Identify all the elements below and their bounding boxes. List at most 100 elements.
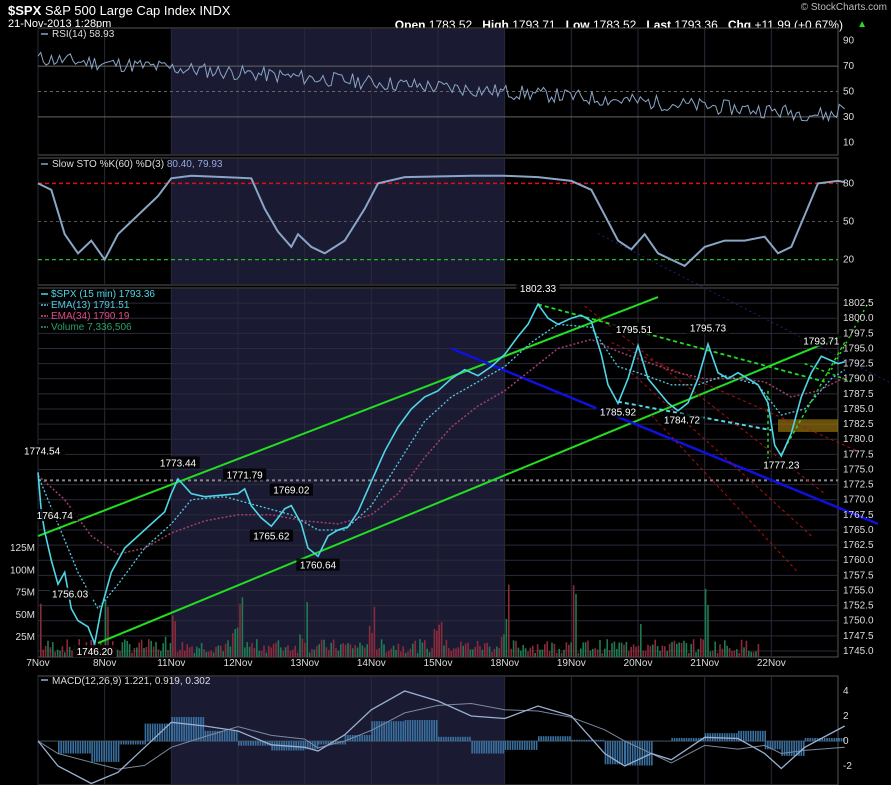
volume-bar: [397, 643, 400, 657]
volume-bar: [378, 648, 380, 657]
volume-bar: [71, 650, 73, 657]
volume-bar: [491, 652, 493, 657]
volume-bar: [143, 647, 145, 657]
volume-bar: [176, 652, 179, 657]
macd-hist-bar: [93, 741, 96, 762]
macd-hist-bar: [514, 741, 516, 750]
macd-hist-bar: [190, 717, 193, 742]
volume-bar: [409, 648, 412, 657]
volume-bar: [637, 645, 640, 657]
macd-hist-bar: [833, 738, 836, 742]
macd-hist-bar: [214, 730, 216, 742]
macd-hist-bar: [535, 741, 538, 750]
price-annotation: 1760.64: [300, 561, 337, 572]
price-annotation: 1774.54: [24, 446, 61, 457]
volume-bar: [702, 639, 704, 657]
macd-hist-bar: [431, 720, 433, 742]
macd-hist-bar: [469, 736, 471, 742]
macd-hist-bar: [50, 741, 52, 742]
annotation-bg: [34, 509, 78, 522]
x-tick-label: 14Nov: [357, 658, 386, 669]
macd-hist-bar: [117, 741, 120, 762]
macd-hist-bar: [759, 730, 762, 742]
volume-bar: [263, 645, 265, 657]
macd-hist-bar: [631, 741, 634, 766]
macd-hist-bar: [378, 721, 381, 742]
macd-hist-bar: [235, 730, 238, 742]
volume-bar: [251, 642, 253, 657]
macd-hist-bar: [161, 723, 164, 742]
macd-hist-bar: [728, 733, 731, 742]
x-tick-label: 11Nov: [157, 658, 185, 669]
volume-tick-label: 100M: [10, 565, 35, 576]
volume-bar: [596, 649, 599, 657]
price-annotation: 1795.73: [690, 324, 727, 335]
macd-hist-bar: [671, 738, 673, 742]
up-triangle-icon: ▲: [857, 19, 867, 30]
macd-hist-bar: [416, 720, 419, 742]
macd-hist-bar: [745, 730, 747, 742]
macd-hist-bar: [507, 741, 509, 750]
volume-bar: [700, 638, 702, 657]
volume-bar: [282, 650, 284, 657]
macd-hist-bar: [795, 741, 798, 756]
volume-bar: [325, 647, 328, 657]
volume-bar: [508, 584, 510, 657]
macd-hist-bar: [397, 721, 400, 742]
macd-hist-bar: [419, 720, 421, 742]
macd-hist-bar: [433, 720, 436, 742]
volume-bar: [414, 640, 416, 657]
macd-hist-bar: [342, 741, 344, 745]
symbol: $SPX: [8, 3, 42, 18]
macd-hist-bar: [112, 741, 115, 762]
macd-hist-bar: [771, 741, 774, 750]
macd-hist-bar: [257, 741, 259, 746]
volume-bar: [556, 652, 558, 657]
macd-hist-bar: [442, 736, 445, 742]
macd-hist-bar: [578, 739, 581, 742]
legend-entry: Volume 7,336,506: [51, 322, 132, 333]
volume-bar: [743, 647, 745, 657]
annotation-bg: [73, 645, 117, 658]
macd-hist-bar: [823, 738, 826, 742]
macd-hist-bar: [790, 741, 793, 756]
volume-bar: [546, 641, 548, 657]
red-dashed-channel: [611, 341, 859, 452]
volume-bar: [227, 640, 229, 657]
macd-hist-bar: [500, 741, 502, 754]
macd-hist-bar: [665, 741, 668, 742]
volume-bar: [54, 651, 56, 657]
volume-bar: [688, 652, 690, 657]
volume-bar: [320, 639, 323, 657]
macd-hist-bar: [359, 735, 361, 742]
macd-tick: 4: [843, 686, 849, 697]
volume-bar: [337, 650, 340, 657]
macd-hist-bar: [409, 720, 412, 742]
macd-hist-bar: [733, 733, 736, 742]
volume-bar: [241, 597, 244, 657]
macd-hist-bar: [811, 738, 814, 742]
macd-hist-bar: [388, 721, 390, 742]
volume-bar: [212, 652, 215, 657]
volume-bar: [59, 650, 61, 657]
volume-bar: [532, 645, 534, 657]
macd-hist-bar: [302, 741, 305, 751]
macd-hist-bar: [100, 741, 103, 762]
macd-hist-bar: [254, 741, 257, 746]
macd-hist-bar: [402, 721, 405, 742]
volume-bar: [385, 652, 388, 657]
volume-bar: [608, 650, 611, 657]
macd-hist-bar: [125, 741, 127, 745]
volume-bar: [448, 648, 450, 657]
volume-bar: [652, 644, 654, 657]
macd-hist-bar: [658, 741, 661, 742]
macd-hist-bar: [504, 741, 507, 750]
macd-hist-bar: [685, 738, 688, 742]
volume-bar: [724, 640, 726, 657]
macd-hist-bar: [835, 738, 838, 742]
macd-hist-bar: [390, 721, 393, 742]
volume-tick-label: 75M: [16, 588, 35, 599]
macd-hist-bar: [747, 730, 750, 742]
volume-bar: [167, 649, 169, 657]
volume-bar: [692, 639, 695, 657]
